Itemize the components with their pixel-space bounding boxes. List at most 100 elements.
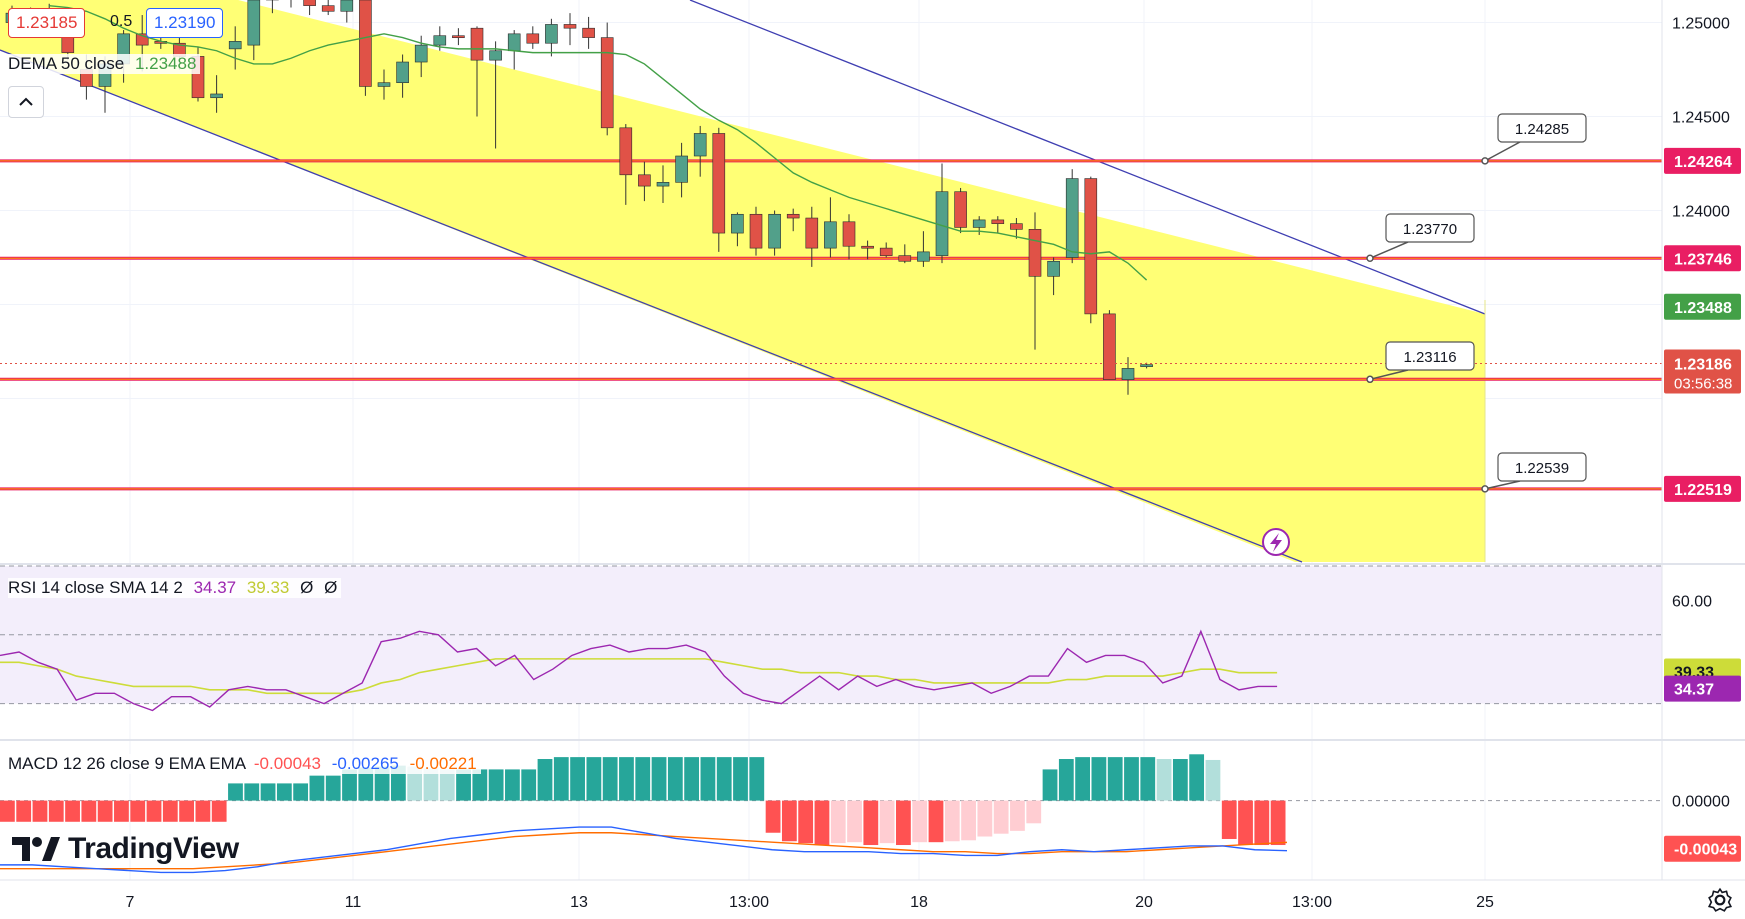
macd-signal-line	[0, 832, 1288, 870]
callout-label: 1.22539	[1515, 460, 1569, 477]
rsi-legend[interactable]: RSI 14 close SMA 14 2 34.37 39.33 Ø Ø	[8, 578, 342, 598]
macd-histogram-bar	[1205, 759, 1221, 801]
macd-histogram-bar	[977, 800, 993, 837]
candle-body	[526, 33, 540, 44]
candle-body	[303, 0, 316, 6]
level-axis-label: 1.24264	[1674, 154, 1732, 171]
rsi-legend-extra-1: Ø	[300, 578, 314, 597]
channel-lower-line	[0, 49, 1303, 563]
time-axis-tick: 13	[570, 894, 588, 911]
regression-channel-fill	[0, 0, 1485, 562]
macd-histogram-bar	[1238, 800, 1253, 846]
macd-legend[interactable]: MACD 12 26 close 9 EMA EMA -0.00043 -0.0…	[8, 754, 481, 774]
level-axis-label-bg	[1664, 475, 1741, 502]
macd-histogram-bar	[651, 757, 667, 801]
macd-histogram-bar	[570, 757, 585, 801]
ask-price-box[interactable]: 1.23190	[146, 8, 224, 38]
macd-histogram-bar	[1091, 757, 1107, 801]
candle-body	[1028, 229, 1042, 277]
callout-pointer	[1484, 141, 1521, 162]
candle-body	[972, 219, 986, 228]
rsi-legend-extra-2: Ø	[324, 578, 338, 597]
macd-histogram-bar	[847, 800, 862, 843]
macd-histogram-bar	[488, 769, 504, 801]
callout-pointer	[1369, 241, 1409, 259]
candle-body	[712, 133, 726, 234]
bid-price-box[interactable]: 1.23185	[8, 8, 86, 38]
macd-histogram-bar	[553, 757, 569, 801]
candle-body	[359, 0, 372, 87]
price-callout: 1.23116	[1366, 341, 1475, 384]
candle-body	[898, 255, 912, 262]
macd-histogram-bar	[16, 800, 32, 822]
macd-histogram-bar	[733, 757, 748, 801]
macd-histogram-bar	[195, 800, 211, 822]
macd-histogram-bar	[1026, 800, 1042, 824]
macd-histogram-bar	[537, 759, 553, 801]
settings-gear-icon[interactable]	[1707, 887, 1733, 913]
macd-signal-legend-value: -0.00221	[409, 754, 477, 773]
candle-body	[1121, 368, 1135, 380]
candle-body	[210, 93, 223, 99]
chevron-up-icon	[19, 97, 33, 106]
candle-body	[917, 251, 930, 262]
callout-anchor	[1366, 254, 1374, 263]
callout-box	[1497, 452, 1587, 482]
candle-body	[693, 133, 707, 157]
collapse-legend-button[interactable]	[8, 86, 44, 118]
macd-histogram-bar	[0, 800, 15, 822]
last-price-axis-label: 1.23186	[1674, 357, 1732, 374]
level-axis-label-bg	[1664, 245, 1741, 272]
macd-histogram-bar	[472, 769, 488, 801]
candle-body	[768, 213, 781, 249]
price-axis-tick: 1.24500	[1672, 110, 1730, 127]
candle-body	[1010, 223, 1023, 230]
candle-body	[954, 191, 967, 228]
macd-histogram-bar	[879, 800, 895, 844]
countdown-axis-label: 03:56:38	[1674, 376, 1732, 393]
macd-histogram-bar	[781, 800, 797, 842]
rsi-legend-value: 34.37	[193, 578, 237, 597]
macd-histogram-bar	[260, 783, 276, 801]
macd-histogram-bar	[749, 757, 765, 801]
candle-body	[507, 33, 521, 52]
macd-histogram-bar	[716, 757, 732, 801]
callout-label: 1.23116	[1403, 349, 1456, 366]
tradingview-logo[interactable]: TradingView	[12, 832, 239, 866]
macd-line-legend-value: -0.00265	[331, 754, 399, 773]
macd-histogram-bar	[863, 800, 879, 846]
candle-body	[656, 182, 670, 187]
candle-body	[247, 0, 261, 46]
price-callout: 1.23770	[1366, 213, 1475, 263]
time-axis-tick: 20	[1135, 894, 1153, 911]
macd-histogram-bar	[374, 766, 390, 801]
macd-histogram-bar	[228, 783, 243, 801]
time-axis-background	[0, 880, 1745, 919]
macd-histogram-bar	[814, 800, 830, 846]
callout-label: 1.23770	[1403, 221, 1457, 238]
time-axis-tick: 18	[910, 894, 928, 911]
macd-histogram-bar	[130, 800, 146, 822]
candle-body	[377, 82, 391, 87]
macd-legend-label: MACD 12 26 close 9 EMA EMA	[8, 754, 246, 773]
candle-body	[452, 35, 465, 39]
macd-histogram-bar	[1270, 800, 1286, 846]
callout-pointer	[1369, 369, 1409, 381]
rsi-sma-legend-value: 39.33	[246, 578, 290, 597]
candle-body	[824, 221, 837, 249]
dema-legend[interactable]: DEMA 50 close 1.23488	[8, 54, 201, 74]
candle-body	[619, 127, 633, 176]
macd-histogram-bar	[684, 757, 700, 801]
candle-body	[731, 213, 744, 234]
rsi-axis-tick: 60.00	[1672, 593, 1712, 610]
candle-body	[1103, 313, 1116, 380]
callout-anchor	[1366, 375, 1374, 384]
last-price-axis-bg	[1664, 349, 1741, 394]
tradingview-logo-text: TradingView	[68, 832, 239, 865]
macd-histogram-bar	[521, 769, 537, 801]
time-axis-tick: 11	[345, 894, 362, 911]
macd-histogram-bar	[32, 800, 48, 822]
dema-50-line	[49, 4, 1148, 281]
macd-histogram-bar	[342, 769, 357, 801]
